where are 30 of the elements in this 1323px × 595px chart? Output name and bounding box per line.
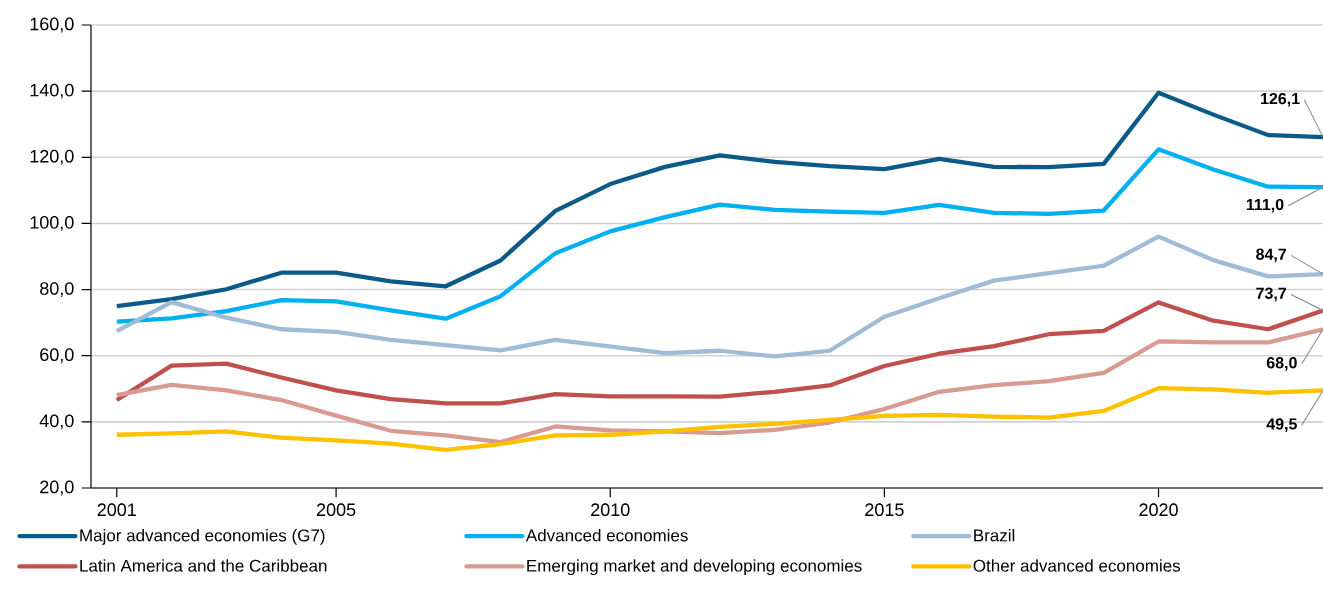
legend-label: Latin America and the Caribbean [80,559,327,572]
y-tick-label: 80,0 [40,282,74,298]
x-tick-label: 2001 [97,503,136,517]
y-tick-label: 160,0 [30,17,74,33]
line-series [114,327,1323,445]
legend-label: Major advanced economies (G7) [80,528,325,545]
y-tick-label: 60,0 [40,348,74,364]
legend-label: Emerging market and developing economies [527,559,862,576]
legend-label: Other advanced economies [973,559,1181,572]
data-label: 49,5 [1266,418,1297,432]
data-label: 84,7 [1256,248,1287,263]
line-series [114,90,1323,309]
x-tick-label: 2020 [1139,503,1178,517]
legend-label: Brazil [974,528,1015,542]
y-tick-label: 20,0 [40,480,74,496]
data-label: 111,0 [1246,198,1284,213]
line-series [114,147,1323,324]
data-label: 73,7 [1256,287,1287,302]
x-tick-label: 2015 [865,503,904,517]
line-series [114,300,1323,406]
line-series [114,385,1323,453]
y-tick-label: 140,0 [30,83,74,99]
x-tick-label: 2010 [591,503,630,517]
data-label: 126,1 [1261,92,1300,107]
data-label: 68,0 [1266,357,1297,371]
y-tick-label: 120,0 [30,149,74,165]
x-tick-label: 2005 [316,503,356,517]
legend-label: Advanced economies [525,528,688,542]
y-tick-label: 100,0 [30,216,74,231]
y-tick-label: 40,0 [39,414,74,430]
